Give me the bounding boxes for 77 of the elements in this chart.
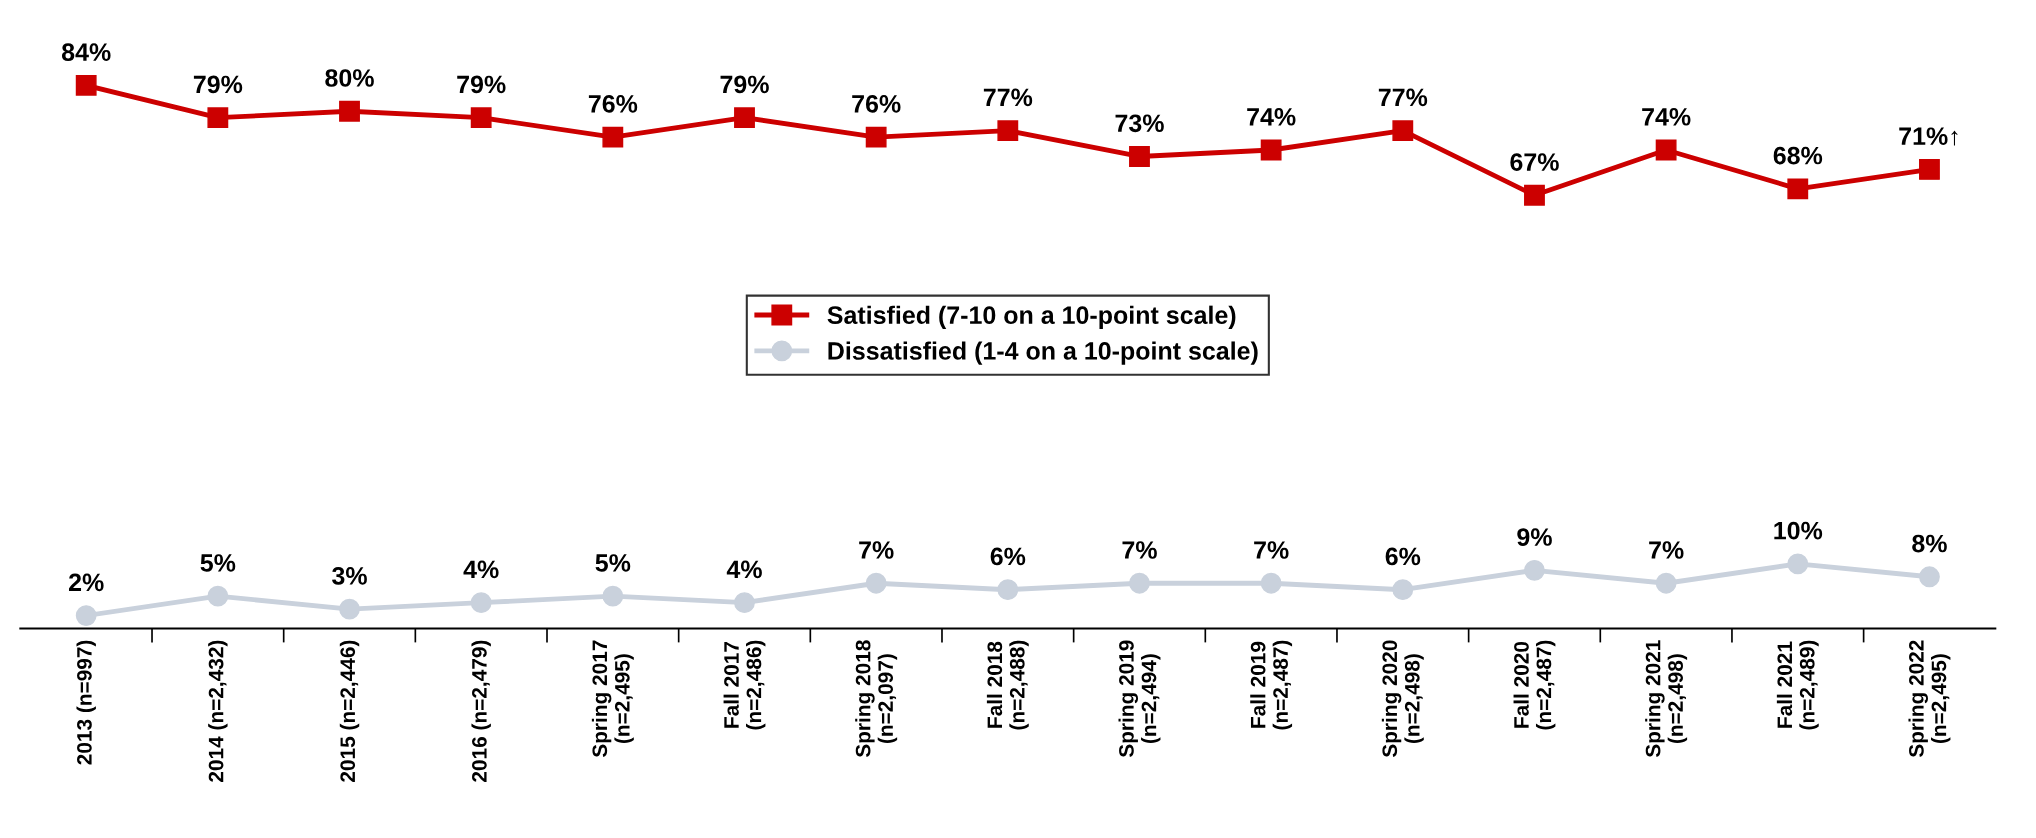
x-tick-label: 2015 (n=2,446) <box>339 640 360 782</box>
point <box>865 126 887 148</box>
data-label: 84% <box>61 43 111 61</box>
data-label: 76% <box>588 94 638 113</box>
legend-label: Dissatisfied (1-4 on a 10-point scale) <box>828 341 1258 365</box>
data-label: 76% <box>852 94 901 113</box>
data-label: 79% <box>457 75 506 94</box>
point <box>339 100 360 122</box>
x-tick-label: Spring 2021 (n=2,498) <box>1645 640 1688 758</box>
x-tick-label: Spring 2017 (n=2,495) <box>591 640 634 758</box>
point <box>339 598 360 620</box>
point <box>997 579 1019 601</box>
point <box>470 592 492 614</box>
data-label: 7% <box>1649 541 1684 559</box>
data-label: 74% <box>1642 107 1691 126</box>
data-label: 8% <box>1912 534 1947 553</box>
data-label: 5% <box>595 554 631 572</box>
point <box>1787 553 1809 575</box>
point <box>207 107 229 129</box>
point <box>997 120 1019 142</box>
point <box>734 592 755 614</box>
point <box>602 126 624 148</box>
data-label: 71%↑ <box>1899 127 1958 146</box>
legend-label: Satisfied (7-10 on a 10-point scale) <box>827 305 1236 329</box>
point <box>1392 579 1414 601</box>
data-label: 2% <box>68 573 104 592</box>
data-label: 6% <box>1385 547 1421 566</box>
x-tick-label: Spring 2019 (n=2,494) <box>1118 640 1161 758</box>
data-label: 7% <box>1254 541 1289 559</box>
point <box>1260 139 1282 161</box>
data-label: 67% <box>1510 153 1559 171</box>
x-tick-label: Spring 2020 (n=2,498) <box>1381 640 1424 758</box>
data-label: 77% <box>1378 88 1428 107</box>
point <box>1524 184 1545 206</box>
data-label: 79% <box>193 75 243 94</box>
point <box>1655 572 1677 594</box>
data-label: 80% <box>325 69 374 87</box>
x-tick-label: Spring 2018 (n=2,097) <box>855 640 898 758</box>
x-tick-label: Fall 2021 (n=2,489) <box>1776 640 1819 730</box>
data-label: 77% <box>983 88 1033 107</box>
data-label: 9% <box>1517 528 1552 546</box>
data-label: 7% <box>859 541 894 559</box>
x-tick-label: 2014 (n=2,432) <box>208 640 228 782</box>
point <box>75 605 97 626</box>
data-label: 7% <box>1122 541 1157 559</box>
point <box>865 572 887 594</box>
data-label: 6% <box>990 547 1026 566</box>
point <box>1919 566 1940 588</box>
data-label: 4% <box>463 560 499 579</box>
x-tick-label: Fall 2017 (n=2,486) <box>723 640 766 730</box>
point <box>470 107 492 129</box>
point <box>602 585 624 607</box>
data-label: 10% <box>1774 521 1823 540</box>
point <box>1655 139 1677 161</box>
x-tick-label: Fall 2019 (n=2,487) <box>1250 640 1293 730</box>
point <box>1919 158 1940 180</box>
point <box>207 585 229 607</box>
point <box>1524 559 1545 581</box>
point <box>1129 146 1150 167</box>
data-label: 4% <box>726 560 762 579</box>
point <box>1129 572 1150 594</box>
point <box>1260 572 1282 594</box>
point <box>75 74 97 96</box>
data-label: 73% <box>1115 114 1164 133</box>
point <box>1392 120 1414 142</box>
x-tick-label: 2013 (n=997) <box>76 640 96 765</box>
x-tick-label: Fall 2018 (n=2,488) <box>986 640 1029 730</box>
data-label: 74% <box>1247 107 1296 126</box>
point <box>734 107 755 129</box>
x-tick-label: Fall 2020 (n=2,487) <box>1513 640 1556 730</box>
data-label: 79% <box>720 75 769 94</box>
x-tick-label: 2016 (n=2,479) <box>471 640 491 782</box>
point <box>1787 178 1809 200</box>
data-label: 5% <box>200 554 236 572</box>
x-tick-label: Spring 2022 (n=2,495) <box>1908 640 1951 758</box>
data-label: 3% <box>332 567 367 585</box>
data-label: 68% <box>1773 146 1823 165</box>
